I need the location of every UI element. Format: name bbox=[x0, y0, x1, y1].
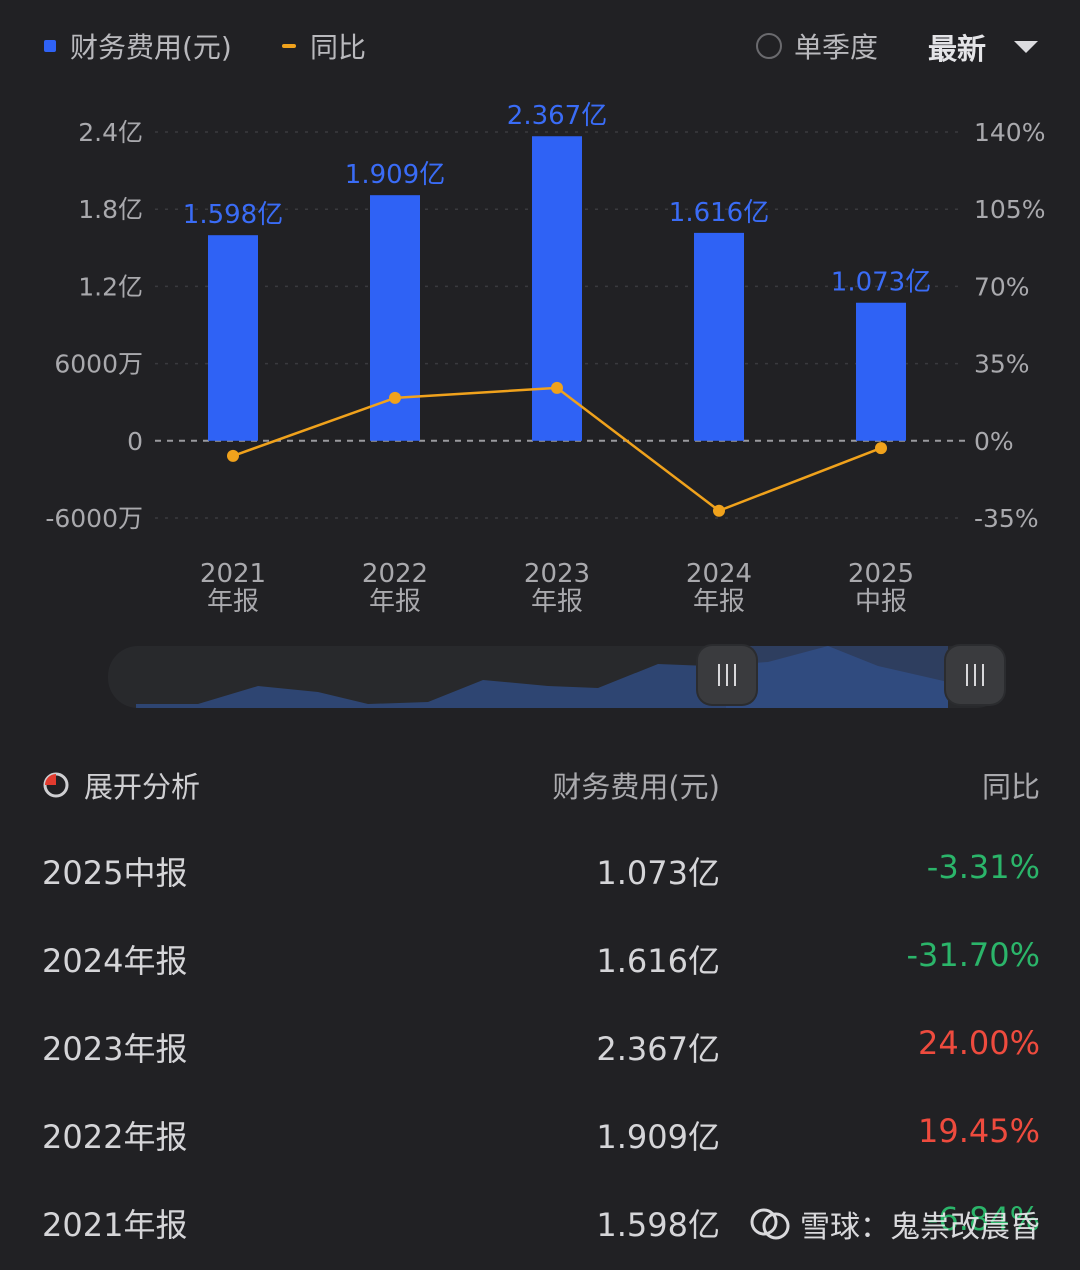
table-row[interactable]: 2021年报 1.598亿 -6.84% bbox=[0, 1194, 1080, 1254]
bar-swatch-icon bbox=[44, 40, 56, 52]
bar-value-label: 1.909亿 bbox=[345, 160, 445, 190]
y-right-tick-label: 0% bbox=[974, 427, 1014, 456]
table-row[interactable]: 2022年报 1.909亿 19.45% bbox=[0, 1106, 1080, 1166]
y-right-tick-label: 35% bbox=[974, 350, 1030, 379]
slider-preview-area bbox=[136, 646, 948, 708]
y-left-tick-label: 6000万 bbox=[54, 350, 143, 379]
legend-expense-label: 财务费用(元) bbox=[70, 31, 232, 64]
line-swatch-icon bbox=[282, 44, 296, 48]
chart-header: 财务费用(元) 同比 单季度 最新 bbox=[0, 0, 1080, 90]
slider-handle-left[interactable] bbox=[698, 646, 756, 704]
watermark: 雪球：鬼祟改晨昏 bbox=[748, 1202, 1040, 1246]
radio-icon[interactable] bbox=[756, 33, 782, 59]
yoy-point bbox=[713, 504, 725, 517]
y-left-tick-label: 1.2亿 bbox=[78, 272, 143, 301]
expand-analysis-label: 展开分析 bbox=[84, 770, 201, 804]
table-row[interactable]: 2024年报 1.616亿 -31.70% bbox=[0, 930, 1080, 990]
x-category-label: 2021 bbox=[200, 559, 266, 589]
table-row[interactable]: 2023年报 2.367亿 24.00% bbox=[0, 1018, 1080, 1078]
yoy-point bbox=[875, 442, 887, 455]
yoy-point bbox=[227, 449, 239, 462]
y-left-tick-label: 1.8亿 bbox=[78, 195, 143, 224]
y-left-tick-label: -6000万 bbox=[45, 504, 143, 533]
x-category-label: 2023 bbox=[524, 559, 590, 589]
yoy-point bbox=[389, 391, 401, 404]
row-period: 2021年报 bbox=[42, 1206, 188, 1244]
x-category-sublabel: 中报 bbox=[855, 587, 907, 617]
yoy-point bbox=[551, 381, 563, 394]
x-category-label: 2022 bbox=[362, 559, 428, 589]
x-category-label: 2025 bbox=[848, 559, 914, 589]
row-yoy: 24.00% bbox=[917, 1024, 1040, 1062]
y-left-tick-label: 2.4亿 bbox=[78, 118, 143, 147]
expense-chart: 2.4亿 140% 1.8亿 105% 1.2亿 70% 6000万 35% 0 0% -6000万… bbox=[45, 101, 1045, 617]
range-slider-track[interactable] bbox=[108, 646, 1006, 708]
row-amount: 1.616亿 bbox=[596, 942, 720, 980]
row-yoy: -31.70% bbox=[906, 936, 1040, 974]
expand-analysis-button[interactable]: 展开分析 bbox=[42, 764, 200, 806]
y-right-tick-label: 105% bbox=[974, 195, 1045, 224]
y-right-tick-label: 70% bbox=[974, 272, 1030, 301]
x-category-sublabel: 年报 bbox=[369, 587, 421, 617]
table-header: 展开分析 财务费用(元) 同比 bbox=[0, 760, 1080, 810]
row-period: 2023年报 bbox=[42, 1030, 188, 1068]
row-period: 2022年报 bbox=[42, 1118, 188, 1156]
x-category-sublabel: 年报 bbox=[531, 587, 583, 617]
expense-bar bbox=[694, 232, 744, 441]
bar-value-label: 1.073亿 bbox=[831, 268, 931, 298]
x-category-sublabel: 年报 bbox=[207, 587, 259, 617]
pie-chart-icon bbox=[43, 772, 69, 798]
row-amount: 1.073亿 bbox=[596, 854, 720, 892]
bar-value-label: 1.598亿 bbox=[183, 200, 283, 230]
slider-handle-right[interactable] bbox=[946, 646, 1004, 704]
x-category-label: 2024 bbox=[686, 559, 752, 589]
row-period: 2025中报 bbox=[42, 854, 188, 892]
y-left-tick-label: 0 bbox=[127, 427, 143, 456]
single-season-toggle[interactable]: 单季度 bbox=[756, 26, 878, 66]
watermark-text: 雪球：鬼祟改晨昏 bbox=[800, 1210, 1040, 1245]
row-amount: 1.909亿 bbox=[596, 1118, 720, 1156]
legend-yoy-label: 同比 bbox=[310, 31, 367, 64]
x-category-sublabel: 年报 bbox=[693, 587, 745, 617]
row-period: 2024年报 bbox=[42, 942, 188, 980]
bar-value-label: 2.367亿 bbox=[507, 101, 607, 131]
latest-dropdown[interactable]: 最新 bbox=[928, 26, 1039, 68]
row-amount: 1.598亿 bbox=[596, 1206, 720, 1244]
column-header-yoy: 同比 bbox=[981, 770, 1040, 804]
row-yoy: -3.31% bbox=[926, 848, 1040, 886]
chevron-down-icon bbox=[1014, 41, 1039, 53]
bar-value-label: 1.616亿 bbox=[669, 198, 769, 228]
expense-bar bbox=[856, 302, 906, 441]
row-yoy: 19.45% bbox=[917, 1112, 1040, 1150]
table-row[interactable]: 2025中报 1.073亿 -3.31% bbox=[0, 842, 1080, 902]
single-season-label: 单季度 bbox=[794, 31, 879, 64]
y-right-tick-label: -35% bbox=[974, 504, 1039, 533]
row-amount: 2.367亿 bbox=[596, 1030, 720, 1068]
expense-bar bbox=[208, 235, 258, 441]
legend-expense[interactable]: 财务费用(元) bbox=[44, 26, 232, 66]
xueqiu-logo-icon bbox=[750, 1208, 790, 1240]
column-header-amount: 财务费用(元) bbox=[552, 770, 720, 804]
row-yoy: -6.84% bbox=[926, 1200, 1040, 1238]
latest-label: 最新 bbox=[928, 32, 987, 66]
y-right-tick-label: 140% bbox=[974, 118, 1045, 147]
legend-yoy[interactable]: 同比 bbox=[282, 26, 366, 66]
expense-bar bbox=[532, 136, 582, 441]
